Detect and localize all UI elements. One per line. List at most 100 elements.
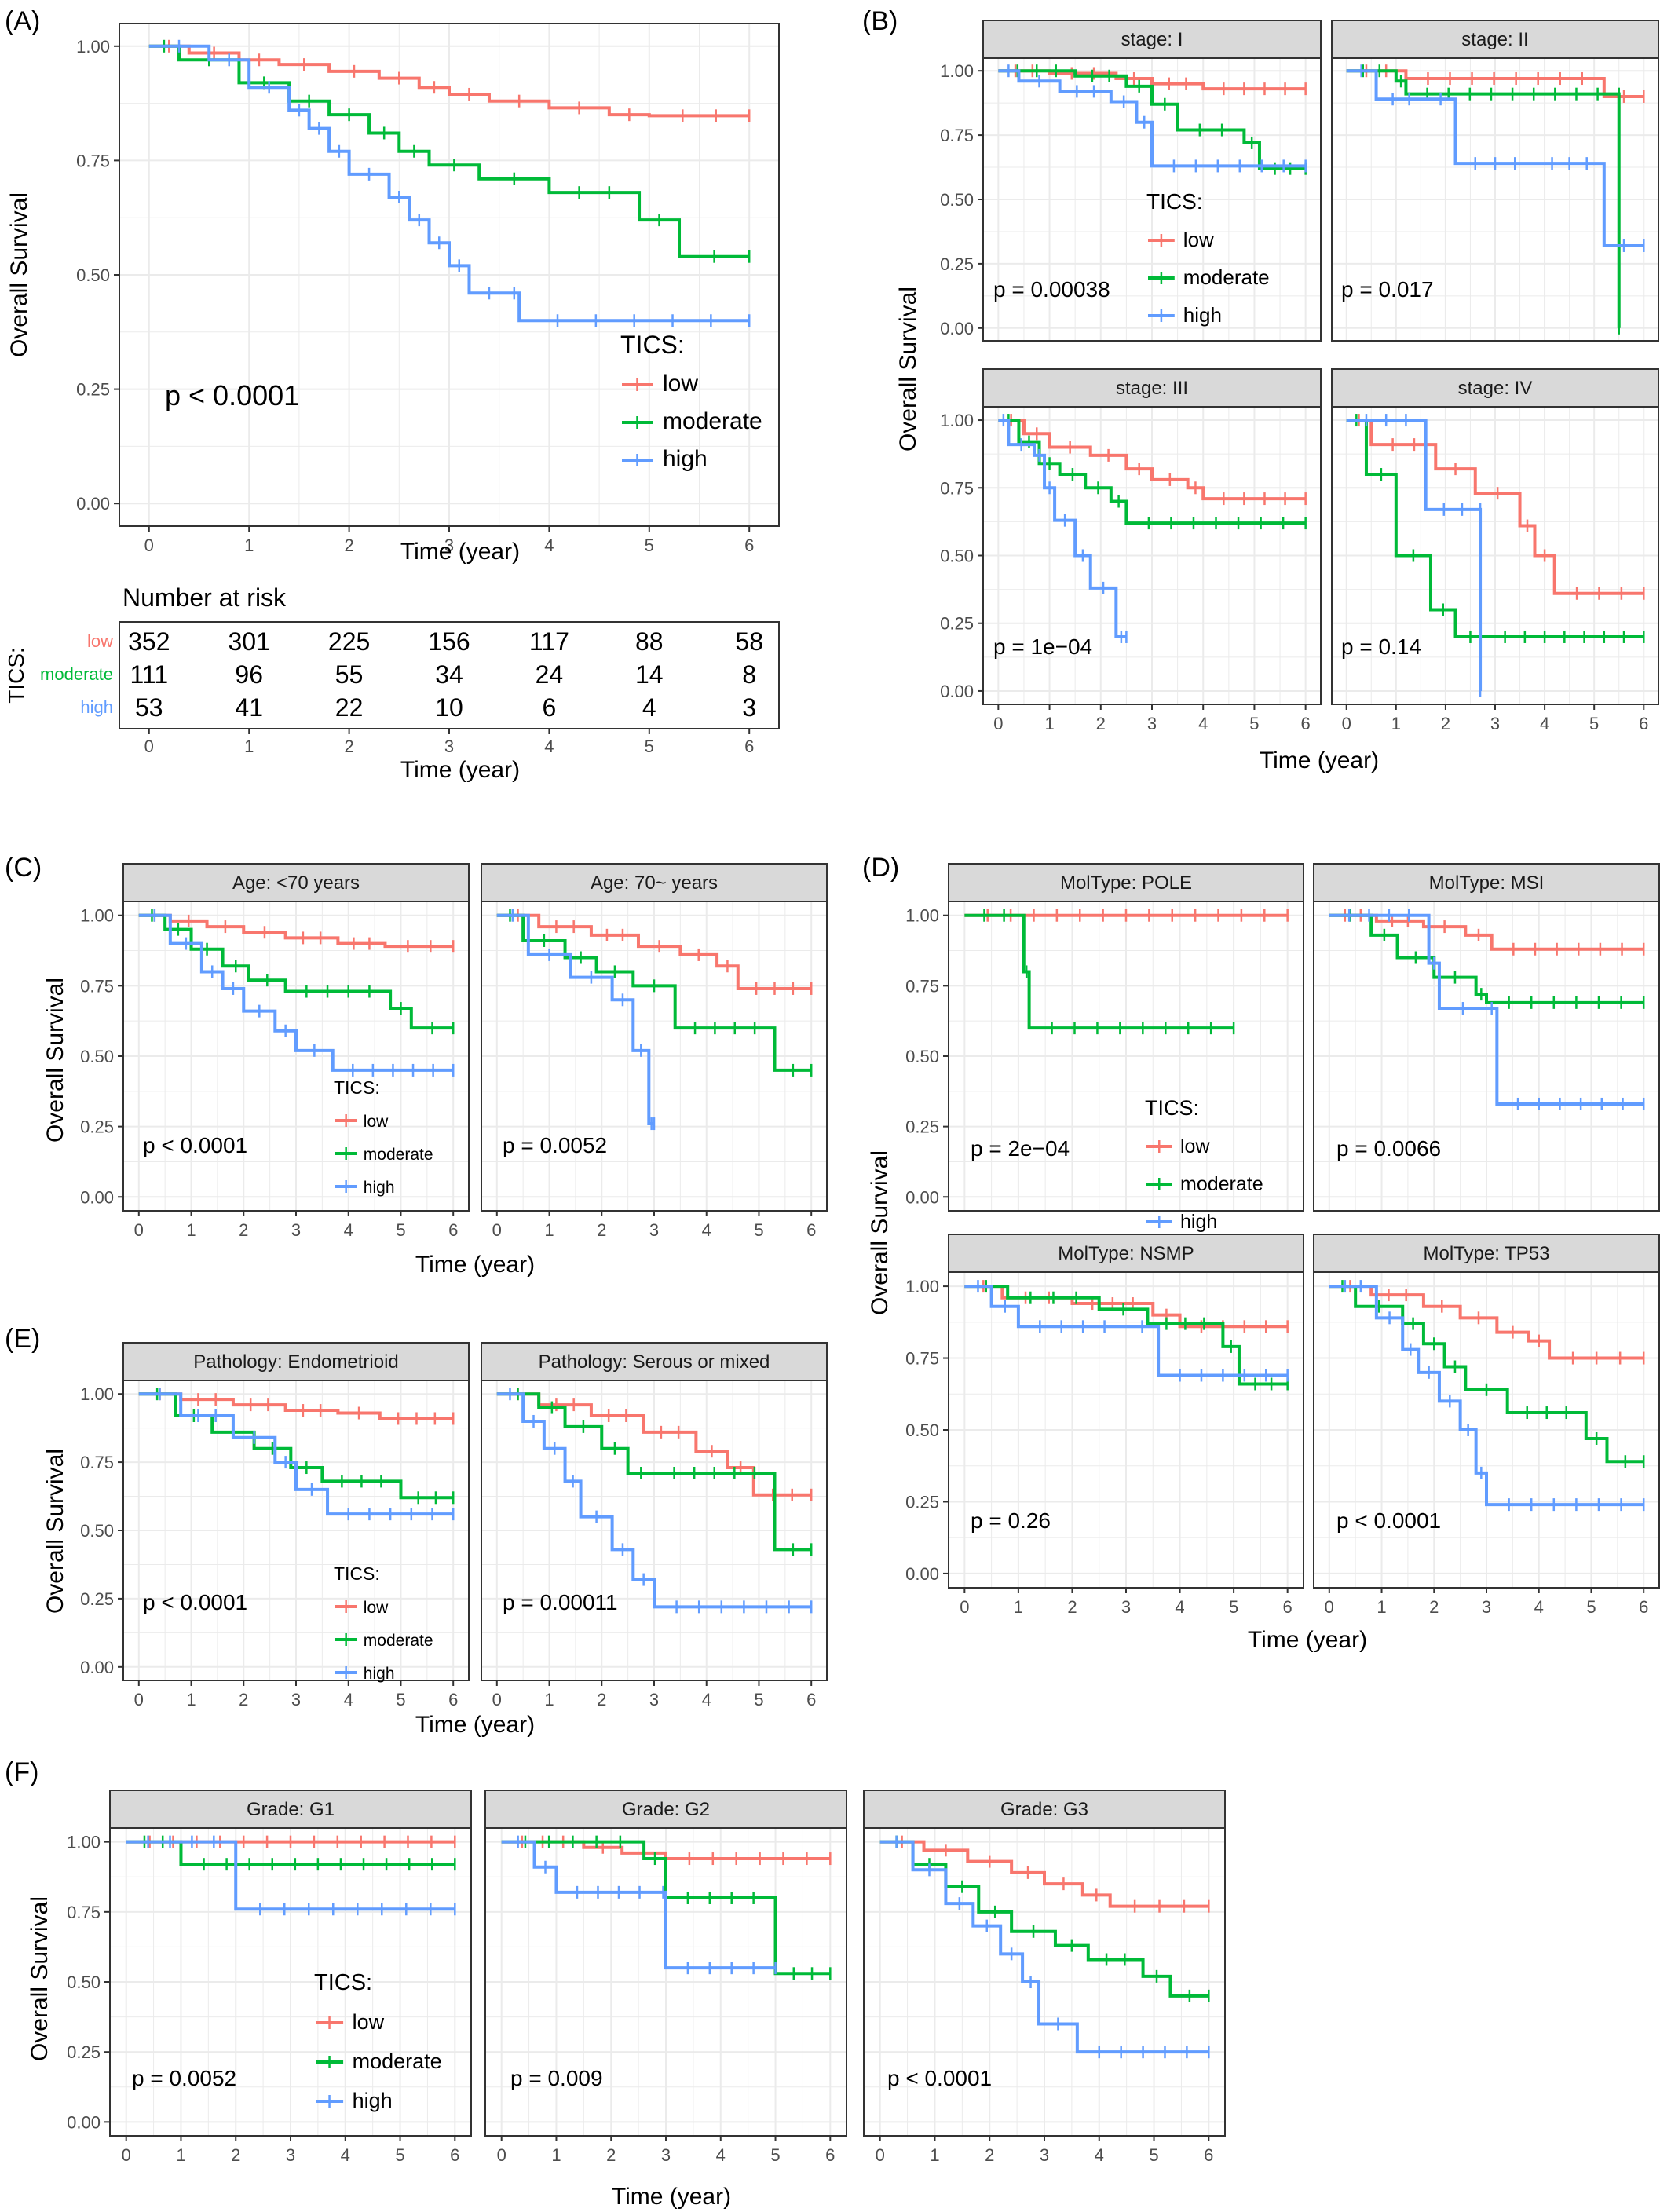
survival-curve-high xyxy=(126,1840,455,1911)
panel-label: (F) xyxy=(5,1757,38,1787)
x-axis-title-a: Time (year) xyxy=(400,539,520,565)
y-tick-label: 1.00 xyxy=(67,1833,101,1852)
risk-table-title: Number at risk xyxy=(122,583,287,612)
risk-row-label-low: low xyxy=(87,631,113,651)
x-tick-label: 4 xyxy=(341,2145,350,2165)
facet-strip-label: Pathology: Serous or mixed xyxy=(539,1351,770,1373)
x-tick-label: 5 xyxy=(1229,1597,1238,1617)
x-tick-label: 2 xyxy=(597,1690,606,1709)
x-tick-label: 4 xyxy=(1175,1597,1184,1617)
x-tick-label: 1 xyxy=(1391,714,1401,733)
legend-label-high: high xyxy=(663,446,708,472)
facet-strip-label: stage: II xyxy=(1461,29,1528,50)
x-tick-label: 5 xyxy=(396,1690,405,1709)
facet-strip xyxy=(1331,20,1659,59)
risk-x-tick-label: 6 xyxy=(744,737,754,756)
risk-count: 4 xyxy=(642,693,656,722)
x-tick-label: 3 xyxy=(1121,1597,1131,1617)
x-tick-label: 6 xyxy=(448,1690,458,1709)
panel-label: (B) xyxy=(862,6,898,36)
legend-label-low: low xyxy=(364,1113,389,1131)
panel-label: (C) xyxy=(5,853,42,883)
x-axis-title-d: Time (year) xyxy=(1248,1627,1367,1653)
p-value: p < 0.0001 xyxy=(143,1133,247,1157)
legend-label-high: high xyxy=(364,1665,395,1683)
x-tick-label: 0 xyxy=(1325,1597,1334,1617)
x-tick-label: 1 xyxy=(544,1690,554,1709)
survival-curve-moderate xyxy=(148,44,750,258)
x-tick-label: 6 xyxy=(1301,714,1311,733)
y-tick-label: 1.00 xyxy=(80,1384,114,1404)
facet-strip xyxy=(109,1790,472,1829)
risk-count: 10 xyxy=(435,693,463,722)
x-tick-label: 3 xyxy=(1040,2145,1049,2165)
y-tick-label: 1.00 xyxy=(940,61,974,81)
y-tick-label: 0.75 xyxy=(905,1349,939,1369)
x-tick-label: 3 xyxy=(1147,714,1157,733)
risk-x-tick-label: 2 xyxy=(344,737,353,756)
y-tick-label: 0.50 xyxy=(905,1047,939,1066)
survival-curve-moderate xyxy=(501,1840,831,1976)
facet-strip xyxy=(948,863,1304,902)
x-tick-label: 4 xyxy=(1095,2145,1104,2165)
risk-row-label-high: high xyxy=(80,697,113,717)
x-tick-label: 3 xyxy=(286,2145,295,2165)
risk-count: 41 xyxy=(235,693,263,722)
x-tick-label: 4 xyxy=(702,1690,711,1709)
y-tick-label: 0.50 xyxy=(76,265,110,285)
legend-label-low: low xyxy=(663,371,698,397)
panel-label: (A) xyxy=(5,6,40,36)
x-axis-title-b: Time (year) xyxy=(1260,748,1379,773)
x-tick-label: 4 xyxy=(344,1690,353,1709)
x-tick-label: 6 xyxy=(744,536,754,555)
x-tick-label: 4 xyxy=(702,1220,711,1240)
survival-curve-high xyxy=(138,1392,454,1516)
y-tick-label: 0.50 xyxy=(80,1047,114,1066)
legend-label-low: low xyxy=(364,1599,389,1617)
x-tick-label: 0 xyxy=(497,2145,506,2165)
x-tick-label: 5 xyxy=(754,1220,763,1240)
p-value: p = 0.00038 xyxy=(993,277,1110,302)
x-tick-label: 1 xyxy=(1044,714,1054,733)
x-tick-label: 3 xyxy=(291,1690,301,1709)
legend-label-high: high xyxy=(353,2089,393,2112)
x-tick-label: 0 xyxy=(122,2145,131,2165)
legend-label-moderate: moderate xyxy=(364,1632,433,1650)
survival-curve-high xyxy=(501,1840,776,1970)
legend-label-moderate: moderate xyxy=(353,2049,442,2073)
survival-curve-low xyxy=(496,1392,812,1497)
x-tick-label: 2 xyxy=(1067,1597,1077,1617)
x-tick-label: 4 xyxy=(544,536,554,555)
x-tick-label: 0 xyxy=(492,1220,502,1240)
x-tick-label: 1 xyxy=(544,1220,554,1240)
x-tick-label: 4 xyxy=(1540,714,1549,733)
x-tick-label: 0 xyxy=(134,1690,144,1709)
x-tick-label: 2 xyxy=(239,1690,248,1709)
p-value: p = 0.0052 xyxy=(503,1133,607,1157)
x-tick-label: 4 xyxy=(1534,1597,1544,1617)
panel-label: (D) xyxy=(862,853,899,883)
x-tick-label: 6 xyxy=(450,2145,459,2165)
survival-curve-high xyxy=(1346,69,1644,247)
survival-curve-high xyxy=(1346,419,1483,691)
facet-strip-label: stage: I xyxy=(1121,29,1183,50)
facet-strip xyxy=(1313,1234,1660,1273)
risk-count: 55 xyxy=(335,660,364,689)
x-tick-label: 3 xyxy=(661,2145,671,2165)
y-tick-label: 0.50 xyxy=(67,1973,101,1992)
legend-title: TICS: xyxy=(620,331,685,359)
x-tick-label: 0 xyxy=(144,536,154,555)
x-tick-label: 1 xyxy=(176,2145,185,2165)
risk-count: 96 xyxy=(235,660,263,689)
p-value: p < 0.0001 xyxy=(1336,1508,1441,1533)
p-value: p = 0.017 xyxy=(1341,277,1434,302)
x-tick-label: 2 xyxy=(606,2145,616,2165)
survival-curve-high xyxy=(998,69,1306,168)
facet-strip-label: MolType: NSMP xyxy=(1058,1243,1194,1264)
risk-row-label-moderate: moderate xyxy=(40,664,113,684)
risk-count: 225 xyxy=(328,627,370,656)
p-value: p < 0.0001 xyxy=(165,379,299,411)
x-tick-label: 5 xyxy=(396,1220,405,1240)
panel-border xyxy=(1331,57,1659,342)
x-tick-label: 5 xyxy=(645,536,654,555)
